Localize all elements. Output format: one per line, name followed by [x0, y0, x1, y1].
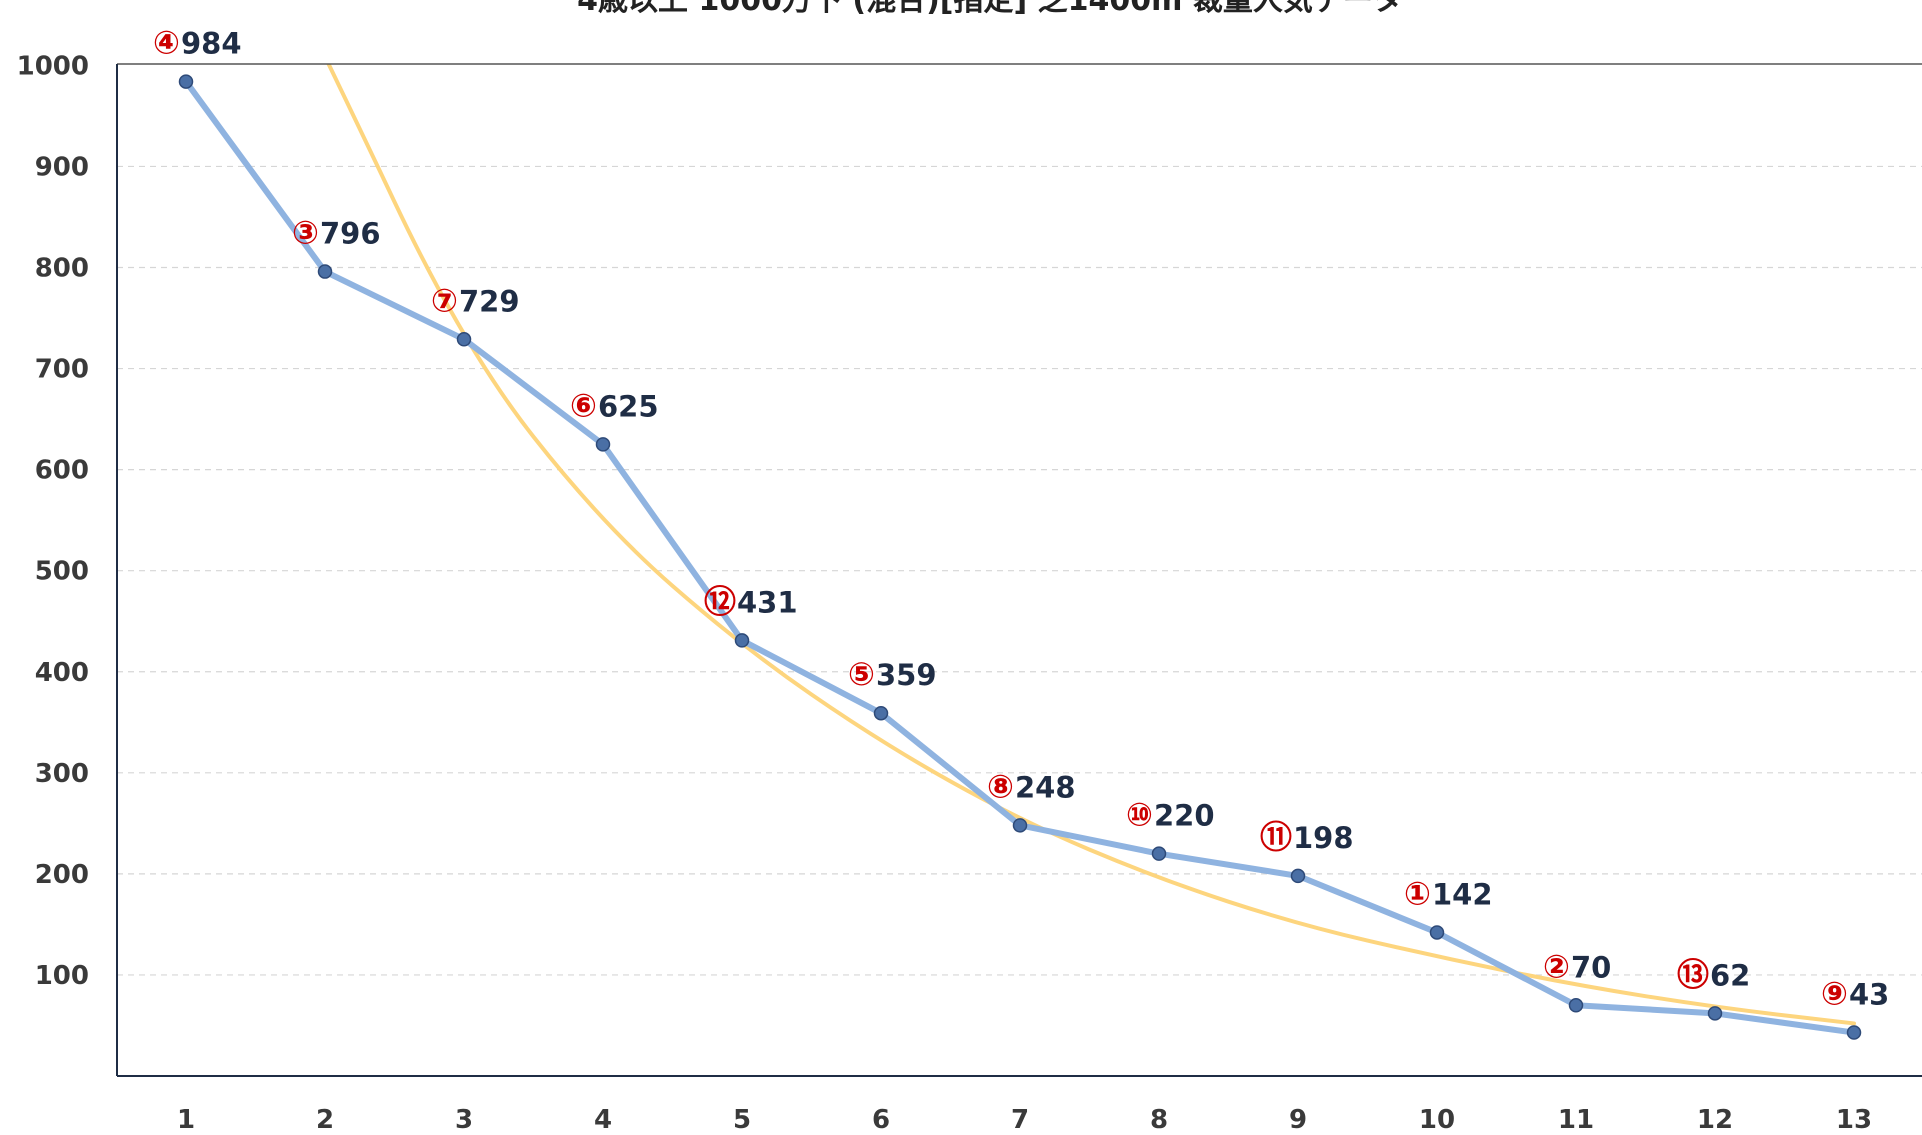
y-tick-label: 500	[35, 557, 89, 587]
data-label-rank: ⑤	[848, 655, 875, 693]
data-series	[178, 74, 1862, 1040]
data-label-value: 984	[181, 27, 242, 61]
data-label-rank: ⑫	[704, 582, 736, 620]
x-tick-label: 5	[733, 1105, 751, 1135]
x-tick-label: 8	[1150, 1105, 1168, 1135]
data-point	[1707, 1006, 1723, 1021]
axis-frame	[116, 63, 1922, 1077]
y-tick-label: 200	[35, 860, 89, 890]
x-tick-label: 2	[316, 1105, 334, 1135]
data-point	[317, 264, 333, 279]
data-point	[456, 332, 472, 347]
data-label-value: 796	[320, 217, 381, 251]
x-tick-label: 3	[455, 1105, 473, 1135]
trendline-path	[326, 64, 1856, 1026]
data-point	[1151, 846, 1167, 861]
x-tick-label: 4	[594, 1105, 612, 1135]
data-label-value: 729	[459, 284, 520, 318]
x-tick-label: 12	[1697, 1105, 1733, 1135]
data-label-value: 198	[1293, 821, 1354, 855]
data-label-rank: ⑧	[987, 767, 1014, 805]
y-tick-label: 600	[35, 456, 89, 486]
data-label-value: 62	[1710, 958, 1750, 992]
data-label-value: 359	[876, 658, 937, 692]
y-tick-label: 100	[35, 961, 89, 991]
data-point	[873, 705, 889, 721]
x-tick-label: 1	[177, 1105, 195, 1135]
y-tick-label: 700	[35, 355, 89, 385]
data-label-rank: ⑥	[570, 386, 597, 424]
data-label-rank: ③	[292, 214, 319, 252]
data-point	[595, 437, 611, 452]
data-label-rank: ⑬	[1677, 955, 1709, 993]
y-tick-label: 400	[35, 658, 89, 688]
x-tick-label: 7	[1011, 1105, 1029, 1135]
data-label-value: 142	[1432, 877, 1493, 911]
data-point	[1429, 925, 1445, 940]
x-tick-label: 6	[872, 1105, 890, 1135]
data-label-rank: ⑦	[431, 281, 458, 319]
data-point	[1568, 998, 1584, 1013]
data-label-value: 220	[1154, 799, 1215, 833]
data-label-rank: ⑨	[1821, 975, 1848, 1013]
data-label-value: 625	[598, 389, 659, 423]
y-axis: 100 200 300 400 500 600 700 800 900 1000	[17, 51, 89, 991]
data-label-value: 70	[1571, 950, 1611, 984]
plot-area	[178, 64, 1862, 1040]
data-label-value: 43	[1849, 978, 1889, 1012]
data-labels: ④ 984 ③ 796 ⑦ 729 ⑥ 625 ⑫ 431 ⑤ 359 ⑧ 248 ⑩ 220 ⑪ 198 ① 142…	[153, 24, 1889, 1013]
x-tick-label: 13	[1836, 1105, 1872, 1135]
data-label-rank: ⑩	[1126, 796, 1153, 834]
data-label-rank: ①	[1404, 874, 1431, 912]
x-tick-label: 11	[1558, 1105, 1594, 1135]
data-point	[1290, 868, 1306, 884]
data-label-value: 248	[1015, 770, 1076, 804]
series-line	[183, 79, 1855, 1036]
x-axis: 1 2 3 4 5 6 7 8 9 10 11 12 13	[177, 1105, 1872, 1135]
y-tick-label: 1000	[17, 51, 89, 81]
data-point	[1012, 818, 1028, 833]
y-tick-label: 300	[35, 759, 89, 789]
data-label-rank: ⑪	[1260, 818, 1292, 856]
x-tick-label: 9	[1289, 1105, 1307, 1135]
data-label-rank: ②	[1543, 947, 1570, 985]
data-point	[178, 74, 194, 89]
data-point	[734, 633, 750, 648]
data-point	[1846, 1025, 1862, 1040]
grid-lines	[117, 165, 1922, 976]
data-label-value: 431	[737, 585, 798, 619]
chart-title: 4歳以上 1000万下 (混合)[指定] 芝1400m 裁量人気データ	[577, 0, 1403, 18]
trendline	[326, 64, 1856, 1026]
data-label-rank: ④	[153, 24, 180, 62]
y-tick-label: 800	[35, 254, 89, 284]
x-tick-label: 10	[1419, 1105, 1455, 1135]
y-tick-label: 900	[35, 152, 89, 182]
